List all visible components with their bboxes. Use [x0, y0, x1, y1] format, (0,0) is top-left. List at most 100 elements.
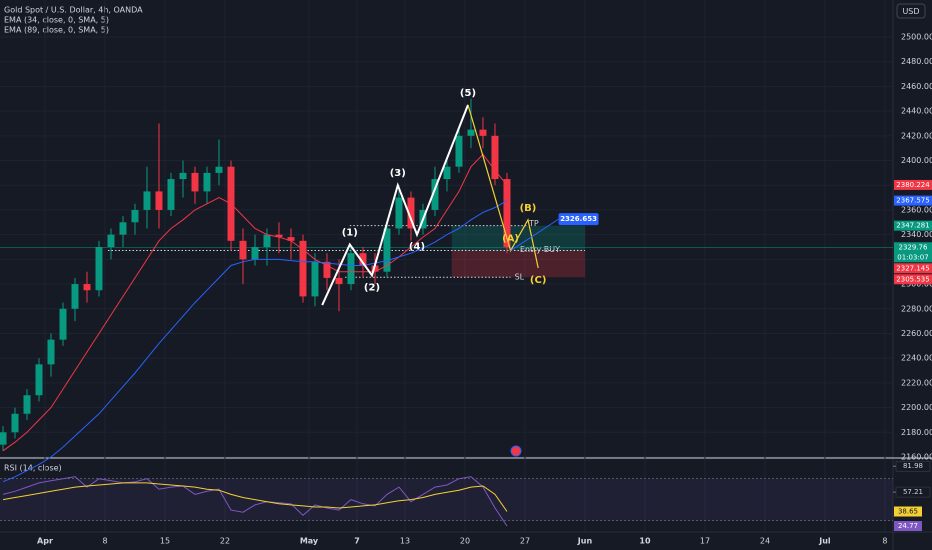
y-tick-label: 2200.000	[901, 403, 932, 412]
price-tag-label: 2327.145	[896, 264, 929, 272]
candle-body	[59, 308, 67, 340]
candle-body	[443, 166, 451, 180]
candle-body	[95, 247, 103, 291]
price-tag-label: 2347.281	[896, 222, 929, 230]
candle-body	[23, 395, 31, 414]
candle-body	[167, 179, 175, 210]
rsi-tick-bg	[895, 460, 931, 472]
candle-body	[275, 234, 283, 238]
price-tag	[894, 263, 932, 274]
marker-line	[510, 218, 559, 252]
x-tick-label: 8	[102, 537, 107, 546]
y-tick-label: 2500.000	[901, 33, 932, 42]
rsi-tick-label: 81.98	[903, 462, 923, 470]
marker-label: 2326.653	[560, 215, 597, 223]
candle-body	[323, 261, 331, 278]
candle-body	[395, 197, 403, 229]
wave-label: (5)	[460, 88, 476, 99]
rsi-value-tag	[894, 521, 922, 532]
candle-body	[35, 364, 43, 396]
wave-label: (C)	[530, 275, 546, 286]
candle-body	[467, 129, 475, 136]
wave-label: (2)	[364, 282, 380, 293]
x-tick-label: 8	[882, 537, 887, 546]
candle-body	[263, 234, 271, 247]
x-tick-label: 15	[160, 537, 170, 546]
candle-body	[479, 129, 487, 136]
y-tick-label: 2160.000	[901, 453, 932, 462]
candle-body	[215, 166, 223, 173]
candle-body	[131, 209, 139, 223]
price-tag-label: 2367.575	[896, 197, 929, 205]
ema-line	[2, 153, 508, 452]
wave-line	[321, 104, 469, 306]
candle-body	[83, 284, 91, 291]
candle-body	[347, 253, 355, 285]
y-tick-label: 2220.000	[901, 378, 932, 387]
y-tick-label: 2460.000	[901, 82, 932, 91]
ema-line	[2, 200, 508, 483]
tp-label: TP	[528, 219, 539, 228]
x-tick-label: 17	[700, 537, 710, 546]
candle-body	[179, 172, 187, 180]
rsi-tick-bg	[895, 486, 931, 498]
candle-body	[491, 135, 499, 180]
rsi-sma-line	[2, 482, 508, 512]
y-tick-label: 2260.000	[901, 329, 932, 338]
rsi-value-label: 38.65	[898, 508, 918, 516]
y-tick-label: 2340.000	[901, 230, 932, 239]
candle-body	[11, 413, 19, 433]
wave-label: (A)	[502, 234, 519, 245]
wave-label: (B)	[520, 203, 537, 214]
candle-body	[143, 191, 151, 210]
candle-body	[299, 240, 307, 297]
rsi-line	[2, 476, 508, 527]
y-tick-label: 2420.000	[901, 131, 932, 140]
candle-body	[47, 339, 55, 365]
currency-label[interactable]: USD	[902, 7, 919, 16]
candle-body	[431, 179, 439, 210]
x-tick-label: 27	[520, 537, 530, 546]
sl-label: SL	[515, 273, 525, 282]
event-flag[interactable]	[510, 445, 522, 457]
entry-label: Entry BUY	[520, 245, 560, 254]
rsi-value-tag	[894, 506, 922, 517]
legend-entry: EMA (89, close, 0, SMA, 5)	[4, 26, 109, 35]
chart-title: Gold Spot / U.S. Dollar, 4h, OANDA	[4, 6, 143, 15]
y-tick-label: 2360.000	[901, 205, 932, 214]
candle-body	[407, 197, 415, 229]
candle-body	[311, 261, 319, 297]
loss-zone	[451, 250, 585, 278]
wave-label: (4)	[409, 242, 425, 253]
price-tag	[894, 179, 932, 190]
x-tick-label: Apr	[37, 537, 53, 546]
price-tag	[894, 274, 932, 285]
x-tick-label: 13	[400, 537, 410, 546]
price-tag-label: 2305.535	[896, 275, 929, 283]
candle-body	[71, 284, 79, 309]
y-tick-label: 2280.000	[901, 304, 932, 313]
wave-label: (1)	[342, 228, 358, 239]
currency-button[interactable]	[896, 3, 926, 19]
rsi-tick-label: 57.21	[903, 488, 923, 496]
price-tag	[894, 242, 932, 263]
candle-body	[383, 228, 391, 272]
x-tick-label: 24	[760, 537, 770, 546]
candle-body	[239, 240, 247, 260]
price-tag	[894, 195, 932, 206]
wave-line	[467, 104, 539, 269]
marker-tag	[558, 213, 599, 226]
price-tag-label: 2380.224	[896, 181, 930, 189]
y-tick-label: 2480.000	[901, 57, 932, 66]
candle-body	[371, 265, 379, 272]
candle-body	[287, 237, 295, 241]
x-tick-label: 20	[460, 537, 470, 546]
candle-body	[107, 234, 115, 247]
wave-label: (3)	[390, 168, 406, 179]
candle-body	[335, 277, 343, 285]
x-tick-label: 7	[354, 537, 360, 546]
y-tick-label: 2400.000	[901, 156, 932, 165]
candle-body	[251, 247, 259, 260]
y-tick-label: 2240.000	[901, 354, 932, 363]
